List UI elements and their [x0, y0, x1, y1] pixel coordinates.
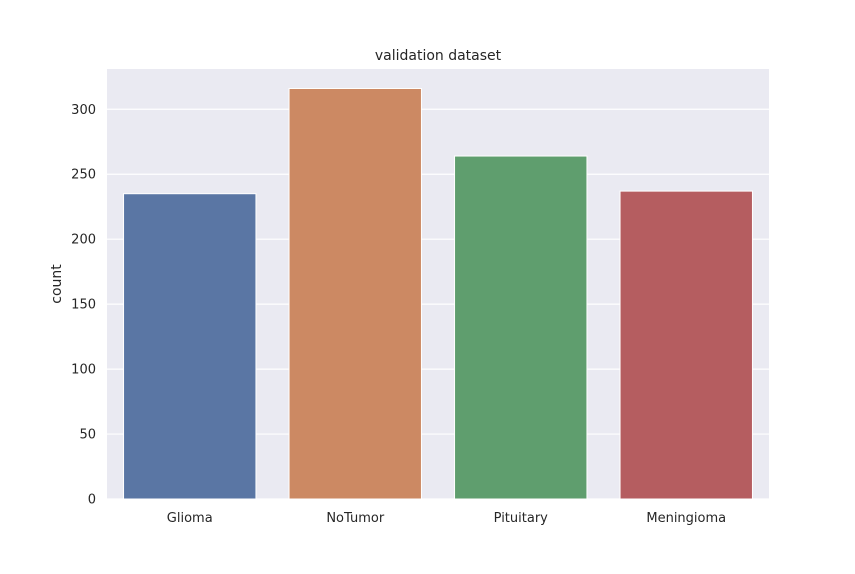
- y-tick-label: 300: [71, 103, 96, 118]
- y-tick-labels: 0 50 100 150 200 250 300: [71, 103, 96, 508]
- y-tick-label: 200: [71, 233, 96, 248]
- y-tick-label: 100: [71, 363, 96, 378]
- y-tick-label: 0: [88, 493, 96, 508]
- y-tick-label: 150: [71, 298, 96, 313]
- bar-meningioma: [619, 190, 753, 500]
- x-tick-label: Meningioma: [646, 511, 726, 526]
- y-tick-label: 250: [71, 168, 96, 183]
- bar-glioma: [123, 193, 257, 500]
- bars: [123, 87, 753, 500]
- chart-title: validation dataset: [375, 48, 502, 64]
- x-tick-labels: Glioma NoTumor Pituitary Meningioma: [167, 511, 726, 526]
- x-tick-label: Pituitary: [494, 511, 549, 526]
- y-tick-label: 50: [79, 428, 96, 443]
- x-tick-label: NoTumor: [326, 511, 385, 526]
- bar-notumor: [288, 87, 422, 500]
- y-axis-label: count: [49, 264, 65, 304]
- bar-pituitary: [454, 155, 588, 500]
- x-tick-label: Glioma: [167, 511, 213, 526]
